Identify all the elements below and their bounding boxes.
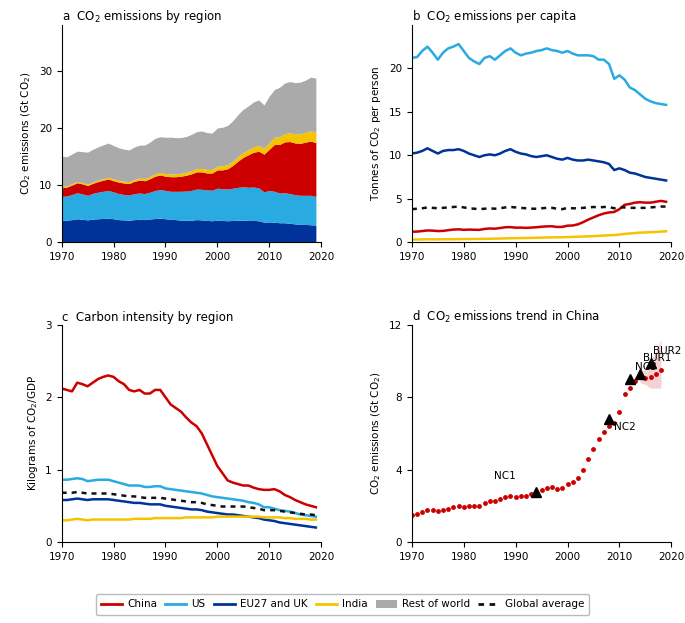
Y-axis label: CO$_2$ emissions (Gt CO$_2$): CO$_2$ emissions (Gt CO$_2$) [20, 72, 34, 195]
Text: NC3: NC3 [635, 362, 657, 372]
Text: NC2: NC2 [614, 422, 636, 432]
Text: NC1: NC1 [494, 472, 516, 482]
Text: BUR1: BUR1 [643, 353, 671, 363]
Text: d  CO$_2$ emissions trend in China: d CO$_2$ emissions trend in China [412, 308, 600, 325]
Legend: China, US, EU27 and UK, India, Rest of world, Global average: China, US, EU27 and UK, India, Rest of w… [96, 594, 589, 615]
Text: b  CO$_2$ emissions per capita: b CO$_2$ emissions per capita [412, 8, 576, 25]
Text: a  CO$_2$ emissions by region: a CO$_2$ emissions by region [62, 8, 222, 25]
Text: c  Carbon intensity by region: c Carbon intensity by region [62, 311, 233, 323]
Y-axis label: Tonnes of CO$_2$ per person: Tonnes of CO$_2$ per person [369, 66, 384, 201]
Y-axis label: CO$_2$ emissions (Gt CO$_2$): CO$_2$ emissions (Gt CO$_2$) [370, 372, 384, 495]
Text: BUR2: BUR2 [653, 346, 682, 356]
Y-axis label: Kilograms of CO$_2$/GDP: Kilograms of CO$_2$/GDP [26, 375, 40, 492]
